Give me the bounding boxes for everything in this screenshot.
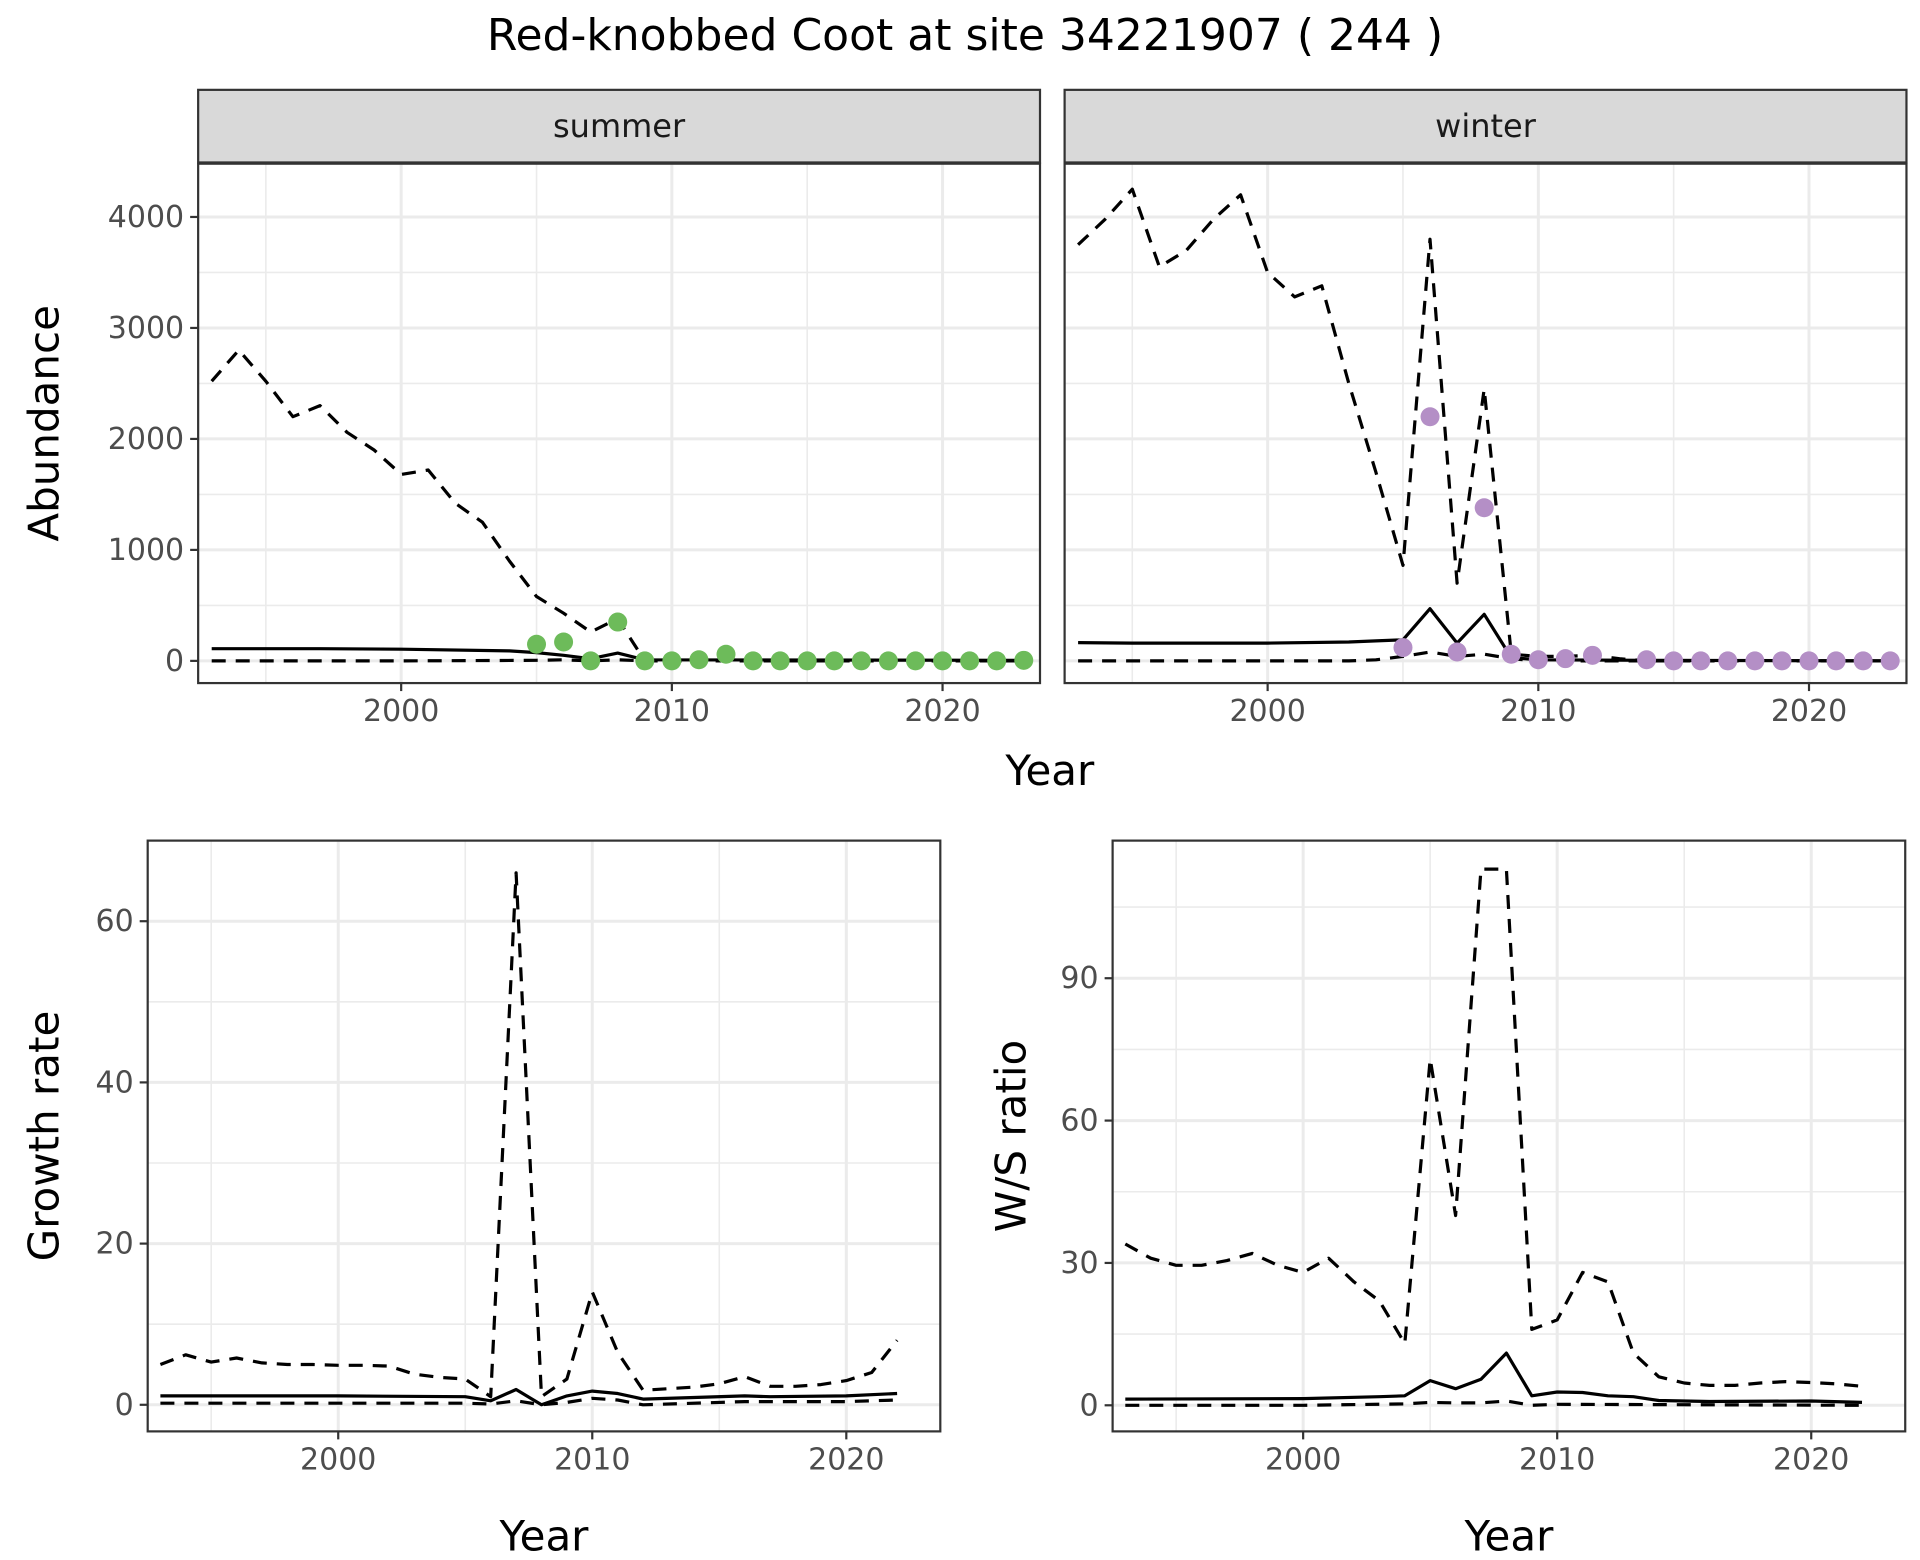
x-tick-label: 2010	[1500, 694, 1576, 729]
series-line-lower	[1078, 650, 1891, 663]
data-point-winter	[1853, 651, 1873, 671]
y-tick-label: 30	[1060, 1246, 1098, 1281]
x-tick-label: 2000	[1265, 1442, 1341, 1477]
data-point-summer	[878, 651, 898, 671]
series-line-mean	[1125, 1351, 1863, 1404]
y-tick-label: 60	[96, 904, 134, 939]
data-point-summer	[635, 651, 655, 671]
y-tick-label: 40	[96, 1065, 134, 1100]
data-point-winter	[1528, 650, 1548, 670]
x-axis-title: Year	[499, 1511, 590, 1560]
data-point-summer	[662, 651, 682, 671]
panel-w-s-ratio: 2000 2010 2020 0 30 60 90 W/S ratio Year	[987, 839, 1907, 1560]
data-point-summer	[905, 651, 925, 671]
series-line-upper	[159, 871, 899, 1399]
facet-strip-label: winter	[1435, 107, 1537, 145]
panel-border	[1063, 162, 1908, 685]
series-line-mean	[160, 1387, 898, 1407]
y-tick-label: 0	[165, 644, 184, 679]
y-tick-label: 60	[1060, 1104, 1098, 1139]
data-point-summer	[1014, 650, 1034, 670]
series-line-mean	[211, 647, 1024, 662]
y-tick-label: 2000	[108, 422, 184, 457]
data-point-summer	[960, 651, 980, 671]
data-point-summer	[716, 644, 736, 664]
panel-border	[146, 839, 942, 1433]
data-point-winter	[1501, 644, 1521, 664]
data-point-summer	[851, 651, 871, 671]
data-point-winter	[1474, 498, 1494, 518]
data-point-winter	[1447, 642, 1467, 662]
data-point-winter	[1718, 651, 1738, 671]
x-tick-label: 2020	[1773, 1442, 1849, 1477]
plot-background	[1112, 840, 1906, 1432]
panel-border	[1111, 839, 1907, 1433]
y-tick-label: 3000	[108, 311, 184, 346]
x-tick-label: 2010	[1519, 1442, 1595, 1477]
data-point-summer	[770, 651, 790, 671]
data-point-summer	[933, 651, 953, 671]
panel-border	[197, 162, 1042, 685]
data-point-summer	[987, 651, 1007, 671]
plot-background	[198, 163, 1041, 684]
figure-title: Red-knobbed Coot at site 34221907 ( 244 …	[487, 10, 1443, 61]
x-tick-label: 2020	[904, 694, 980, 729]
data-point-winter	[1772, 651, 1792, 671]
data-point-winter	[1880, 651, 1900, 671]
facet-strip	[1063, 88, 1908, 164]
data-point-winter	[1555, 649, 1575, 669]
x-tick-label: 2020	[808, 1442, 884, 1477]
y-tick-label: 20	[96, 1227, 134, 1262]
plot-background	[147, 840, 941, 1432]
x-tick-label: 2000	[300, 1442, 376, 1477]
data-point-winter	[1799, 651, 1819, 671]
data-point-winter	[1745, 651, 1765, 671]
facet-strip	[197, 88, 1042, 164]
data-point-winter	[1420, 407, 1440, 427]
data-point-winter	[1393, 638, 1413, 658]
series-line-upper	[1124, 867, 1863, 1388]
y-axis-title: Abundance	[19, 305, 68, 542]
y-tick-label: 1000	[108, 533, 184, 568]
y-tick-label: 0	[1080, 1388, 1099, 1423]
x-axis-title-facets: Year	[1004, 746, 1095, 795]
y-axis-title: W/S ratio	[987, 1040, 1036, 1233]
panel-winter: winter 2000 2010 2020	[1063, 88, 1908, 729]
data-point-winter	[1637, 650, 1657, 670]
plot-background	[1064, 163, 1907, 684]
y-tick-label: 90	[1060, 961, 1098, 996]
data-point-summer	[527, 634, 547, 654]
series-line-lower	[160, 1396, 898, 1407]
x-tick-label: 2020	[1771, 694, 1847, 729]
series-line-upper	[1077, 187, 1647, 663]
x-tick-label: 2000	[363, 694, 439, 729]
data-point-winter	[1664, 651, 1684, 671]
x-axis-title: Year	[1463, 1511, 1554, 1560]
series-line-lower	[211, 658, 1024, 663]
data-point-summer	[797, 651, 817, 671]
x-tick-label: 2000	[1229, 694, 1305, 729]
series-line-lower	[1125, 1399, 1863, 1407]
data-point-summer	[608, 612, 628, 632]
x-tick-label: 2010	[554, 1442, 630, 1477]
facet-strip-label: summer	[553, 107, 686, 145]
data-point-summer	[824, 651, 844, 671]
panel-summer: summer 2000 2010 2020 0 1000 2000 3000 4000 Abund…	[19, 88, 1042, 729]
y-tick-label: 4000	[108, 200, 184, 235]
y-axis-title: Growth rate	[19, 1011, 68, 1262]
series-line-upper	[210, 348, 647, 662]
data-point-summer	[581, 651, 601, 671]
data-point-summer	[743, 651, 763, 671]
data-point-winter	[1582, 645, 1602, 665]
panel-growth-rate: 2000 2010 2020 0 20 40 60 Growth rate Year	[19, 839, 942, 1560]
y-tick-label: 0	[115, 1388, 134, 1423]
data-point-summer	[554, 632, 574, 652]
data-point-summer	[689, 650, 709, 670]
data-point-winter	[1691, 651, 1711, 671]
data-point-winter	[1826, 651, 1846, 671]
x-tick-label: 2010	[634, 694, 710, 729]
